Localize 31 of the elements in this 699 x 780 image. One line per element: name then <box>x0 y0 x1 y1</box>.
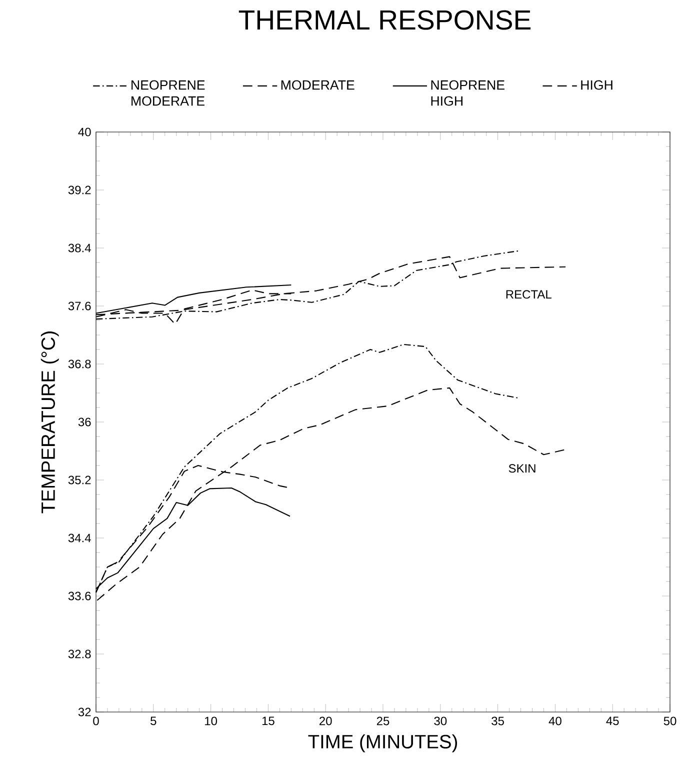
y-tick-label: 36.8 <box>68 360 91 368</box>
x-tick-label: 5 <box>150 716 156 726</box>
chart-title: THERMAL RESPONSE <box>238 10 531 30</box>
y-tick-label: 40 <box>78 128 91 136</box>
y-tick-label: 37.6 <box>68 302 91 310</box>
x-tick-label: 35 <box>492 716 504 726</box>
y-tick-label: 35.2 <box>68 476 91 484</box>
annotation: SKIN <box>508 464 536 473</box>
x-tick-label: 20 <box>320 716 332 726</box>
x-tick-label: 10 <box>205 716 218 726</box>
x-tick-label: 0 <box>93 716 99 726</box>
legend-label: NEOPRENE HIGH <box>431 80 504 106</box>
y-tick-label: 34.4 <box>68 534 91 542</box>
legend-label: HIGH <box>581 80 612 90</box>
x-tick-label: 30 <box>434 716 447 726</box>
annotation: RECTAL <box>506 290 552 299</box>
y-axis-title: TEMPERATURE (°C) <box>40 332 59 514</box>
legend-label: NEOPRENE MODERATE <box>132 80 205 106</box>
y-tick-label: 36 <box>78 418 91 426</box>
y-tick-label: 33.6 <box>68 592 91 600</box>
x-axis-title: TIME (MINUTES) <box>308 734 457 752</box>
y-tick-label: 38.4 <box>68 244 91 252</box>
legend-label: MODERATE <box>281 80 354 90</box>
x-tick-label: 15 <box>262 716 274 726</box>
y-tick-label: 32 <box>78 708 91 716</box>
x-tick-label: 45 <box>606 716 619 726</box>
y-tick-label: 39.2 <box>68 186 91 194</box>
x-tick-label: 50 <box>664 716 676 726</box>
x-tick-label: 25 <box>376 716 390 726</box>
y-tick-label: 32.8 <box>68 650 91 658</box>
x-tick-label: 40 <box>548 716 562 726</box>
